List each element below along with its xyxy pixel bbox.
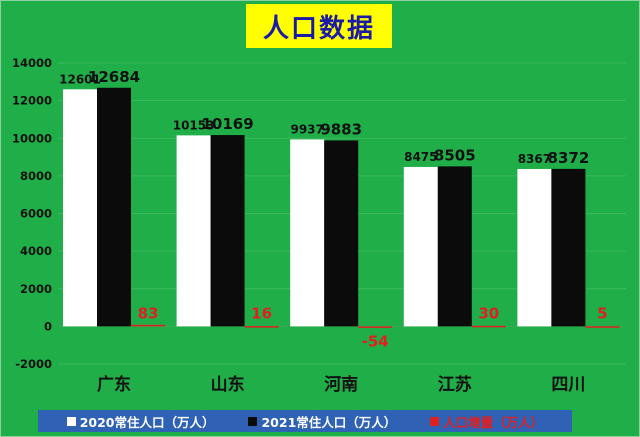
data-label-2021: 10169: [202, 115, 254, 133]
data-label-increment: 83: [138, 304, 159, 322]
x-category-label: 广东: [97, 374, 131, 395]
y-tick-label: 6000: [20, 207, 52, 221]
bar-increment: [585, 326, 620, 328]
legend-label-increment: 人口增量（万人）: [443, 414, 544, 430]
legend-item-2020: 2020常住人口（万人）: [66, 412, 215, 431]
data-label-2020: 10153: [173, 118, 215, 132]
y-tick-label: 8000: [20, 169, 52, 183]
data-label-increment: 16: [251, 304, 272, 322]
x-category-label: 山东: [211, 374, 245, 395]
bar-2021: [97, 87, 131, 327]
legend-label-2021: 2021常住人口（万人）: [261, 414, 397, 430]
bar-2021: [551, 168, 586, 327]
data-label-2020: 8367: [518, 152, 551, 166]
data-label-increment: -54: [362, 332, 389, 350]
chart-title: 人口数据: [262, 13, 375, 44]
chart-legend: 2020常住人口（万人） 2021常住人口（万人） 人口增量（万人）: [38, 410, 572, 432]
data-label-2021: 9883: [320, 120, 362, 138]
bar-2020: [290, 139, 325, 327]
bar-2021: [210, 135, 245, 327]
bar-increment: [471, 325, 506, 328]
x-category-label: 江苏: [438, 374, 472, 395]
data-label-increment: 5: [597, 304, 607, 322]
legend-label-2020: 2020常住人口（万人）: [79, 414, 215, 430]
bar-increment: [358, 326, 393, 328]
legend-swatch-2021: [248, 416, 258, 426]
data-label-2021: 12684: [88, 68, 140, 86]
data-label-increment: 30: [478, 304, 499, 322]
chart-title-box: 人口数据: [246, 4, 392, 48]
x-category-label: 河南: [324, 374, 358, 395]
legend-item-increment: 人口增量（万人）: [430, 412, 543, 431]
y-tick-label: 14000: [12, 56, 52, 70]
legend-swatch-increment: [430, 416, 440, 426]
bar-2020: [517, 168, 552, 327]
y-tick-label: 2000: [20, 282, 52, 296]
data-label-2020: 12601: [59, 72, 101, 86]
bar-2020: [63, 89, 97, 327]
bar-2021: [324, 140, 359, 327]
y-tick-label: 4000: [20, 244, 52, 258]
data-label-2020: 8475: [404, 150, 437, 164]
y-tick-label: 0: [44, 319, 52, 333]
data-label-2021: 8372: [548, 149, 590, 167]
bar-2020: [176, 135, 211, 327]
bar-2021: [437, 166, 472, 327]
legend-swatch-2020: [66, 416, 76, 426]
data-label-2021: 8505: [434, 146, 476, 164]
x-category-label: 四川: [551, 375, 585, 395]
bar-increment: [131, 324, 165, 327]
y-tick-label: 10000: [12, 131, 52, 145]
bar-2020: [403, 166, 438, 327]
data-label-2020: 9937: [290, 122, 323, 136]
bar-increment: [244, 326, 279, 328]
y-tick-label: -2000: [15, 357, 52, 371]
legend-item-2021: 2021常住人口（万人）: [248, 412, 396, 431]
y-tick-label: 12000: [12, 94, 52, 108]
